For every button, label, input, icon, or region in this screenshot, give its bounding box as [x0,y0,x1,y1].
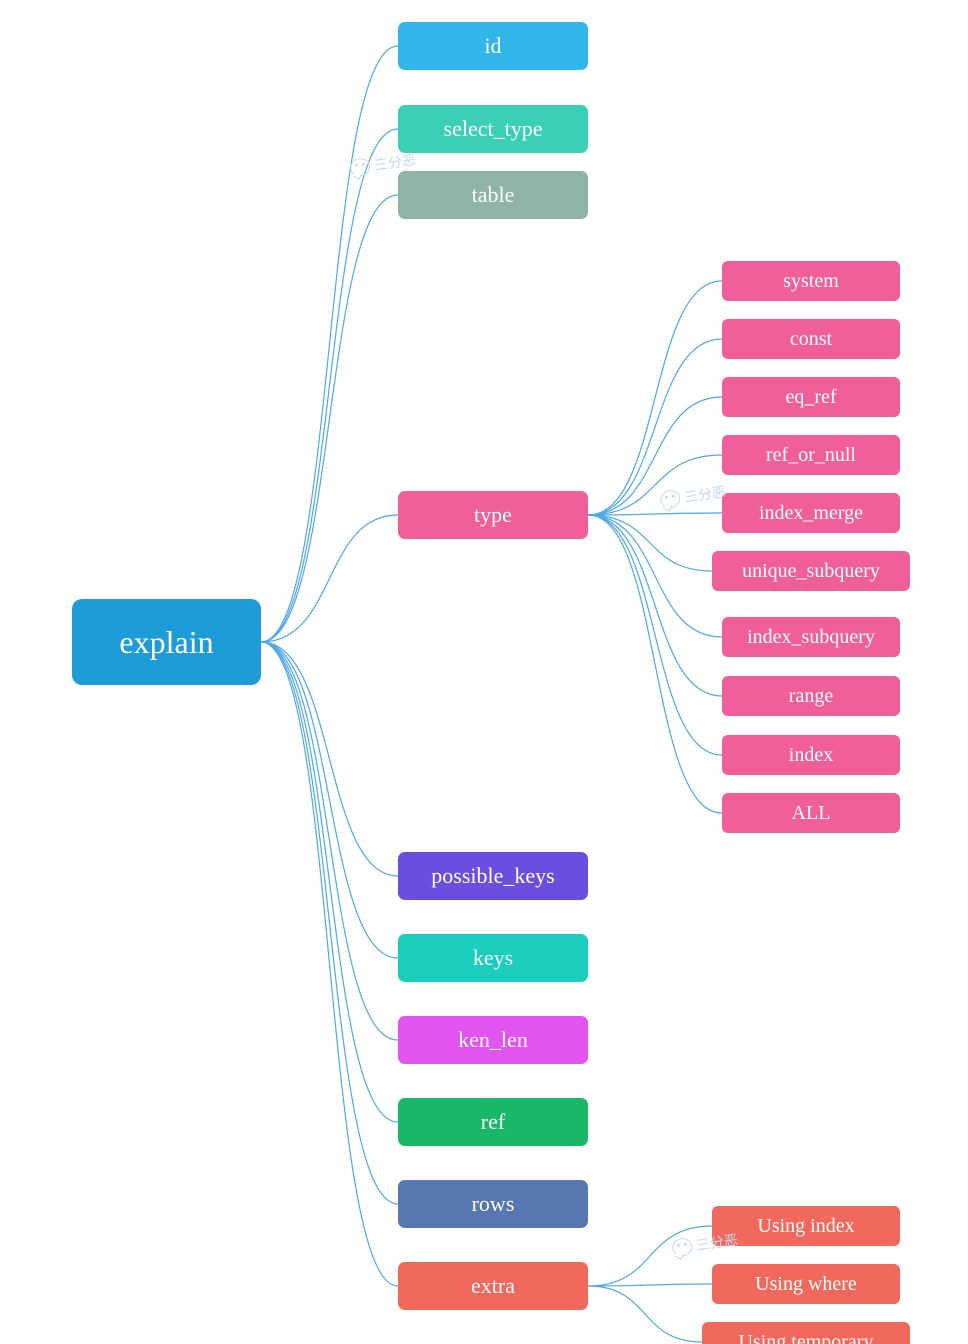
watermark: 三分恶 [659,482,727,511]
chat-bubble-icon [349,157,371,178]
node-explain: explain [72,599,261,685]
chat-bubble-icon [671,1237,693,1258]
node-index_merge: index_merge [722,493,900,533]
node-ref_or_null: ref_or_null [722,435,900,475]
node-table: table [398,171,588,219]
edge-type-eq_ref [588,397,722,515]
node-label: extra [471,1273,515,1299]
watermark-text: 三分恶 [683,482,727,508]
edge-explain-rows [261,642,398,1204]
node-ref: ref [398,1098,588,1146]
node-eq_ref: eq_ref [722,377,900,417]
node-rows: rows [398,1180,588,1228]
chat-bubble-icon [659,489,681,510]
edge-explain-select_type [261,129,398,642]
node-id: id [398,22,588,70]
node-label: ref_or_null [766,444,856,467]
node-label: type [474,502,512,528]
edge-explain-possible_keys [261,642,398,876]
node-label: index [789,744,833,767]
node-type: type [398,491,588,539]
node-label: explain [119,624,213,661]
edge-type-index_merge [588,513,722,515]
node-label: Using where [755,1273,857,1296]
node-index_subquery: index_subquery [722,617,900,657]
node-label: eq_ref [785,386,836,409]
edge-type-index [588,515,722,755]
node-using_where: Using where [712,1264,900,1304]
node-label: rows [472,1191,515,1217]
node-using_index: Using index [712,1206,900,1246]
node-label: index_merge [759,502,863,525]
node-label: select_type [444,116,543,142]
edge-explain-keys [261,642,398,958]
edge-type-ref_or_null [588,455,722,515]
edge-type-system [588,281,722,515]
node-label: table [472,182,515,208]
edge-explain-extra [261,642,398,1286]
edge-explain-ref [261,642,398,1122]
node-select_type: select_type [398,105,588,153]
node-possible_keys: possible_keys [398,852,588,900]
node-keys: keys [398,934,588,982]
edge-extra-using_index [588,1226,712,1286]
node-using_temporary: Using temporary [702,1322,910,1344]
node-const: const [722,319,900,359]
edge-type-const [588,339,722,515]
node-ALL: ALL [722,793,900,833]
edge-type-ALL [588,515,722,813]
node-extra: extra [398,1262,588,1310]
node-label: unique_subquery [742,560,880,583]
edge-type-range [588,515,722,696]
node-label: possible_keys [431,863,554,889]
node-label: index_subquery [747,626,875,649]
node-label: range [789,685,833,708]
node-label: ken_len [458,1027,528,1053]
node-label: const [790,328,832,351]
node-label: Using index [757,1215,854,1238]
edge-extra-using_where [588,1284,712,1286]
edge-explain-ken_len [261,642,398,1040]
node-system: system [722,261,900,301]
node-label: keys [473,945,513,971]
node-ken_len: ken_len [398,1016,588,1064]
edge-explain-table [261,195,398,642]
node-unique_subquery: unique_subquery [712,551,910,591]
edge-type-unique_subquery [588,515,712,571]
edge-extra-using_temporary [588,1286,702,1342]
node-label: ref [481,1109,505,1135]
edge-explain-type [261,515,398,642]
node-label: Using temporary [739,1331,874,1344]
node-label: ALL [792,802,831,825]
edge-type-index_subquery [588,515,722,637]
node-index: index [722,735,900,775]
node-range: range [722,676,900,716]
edge-explain-id [261,46,398,642]
node-label: id [484,33,501,59]
node-label: system [783,270,839,293]
